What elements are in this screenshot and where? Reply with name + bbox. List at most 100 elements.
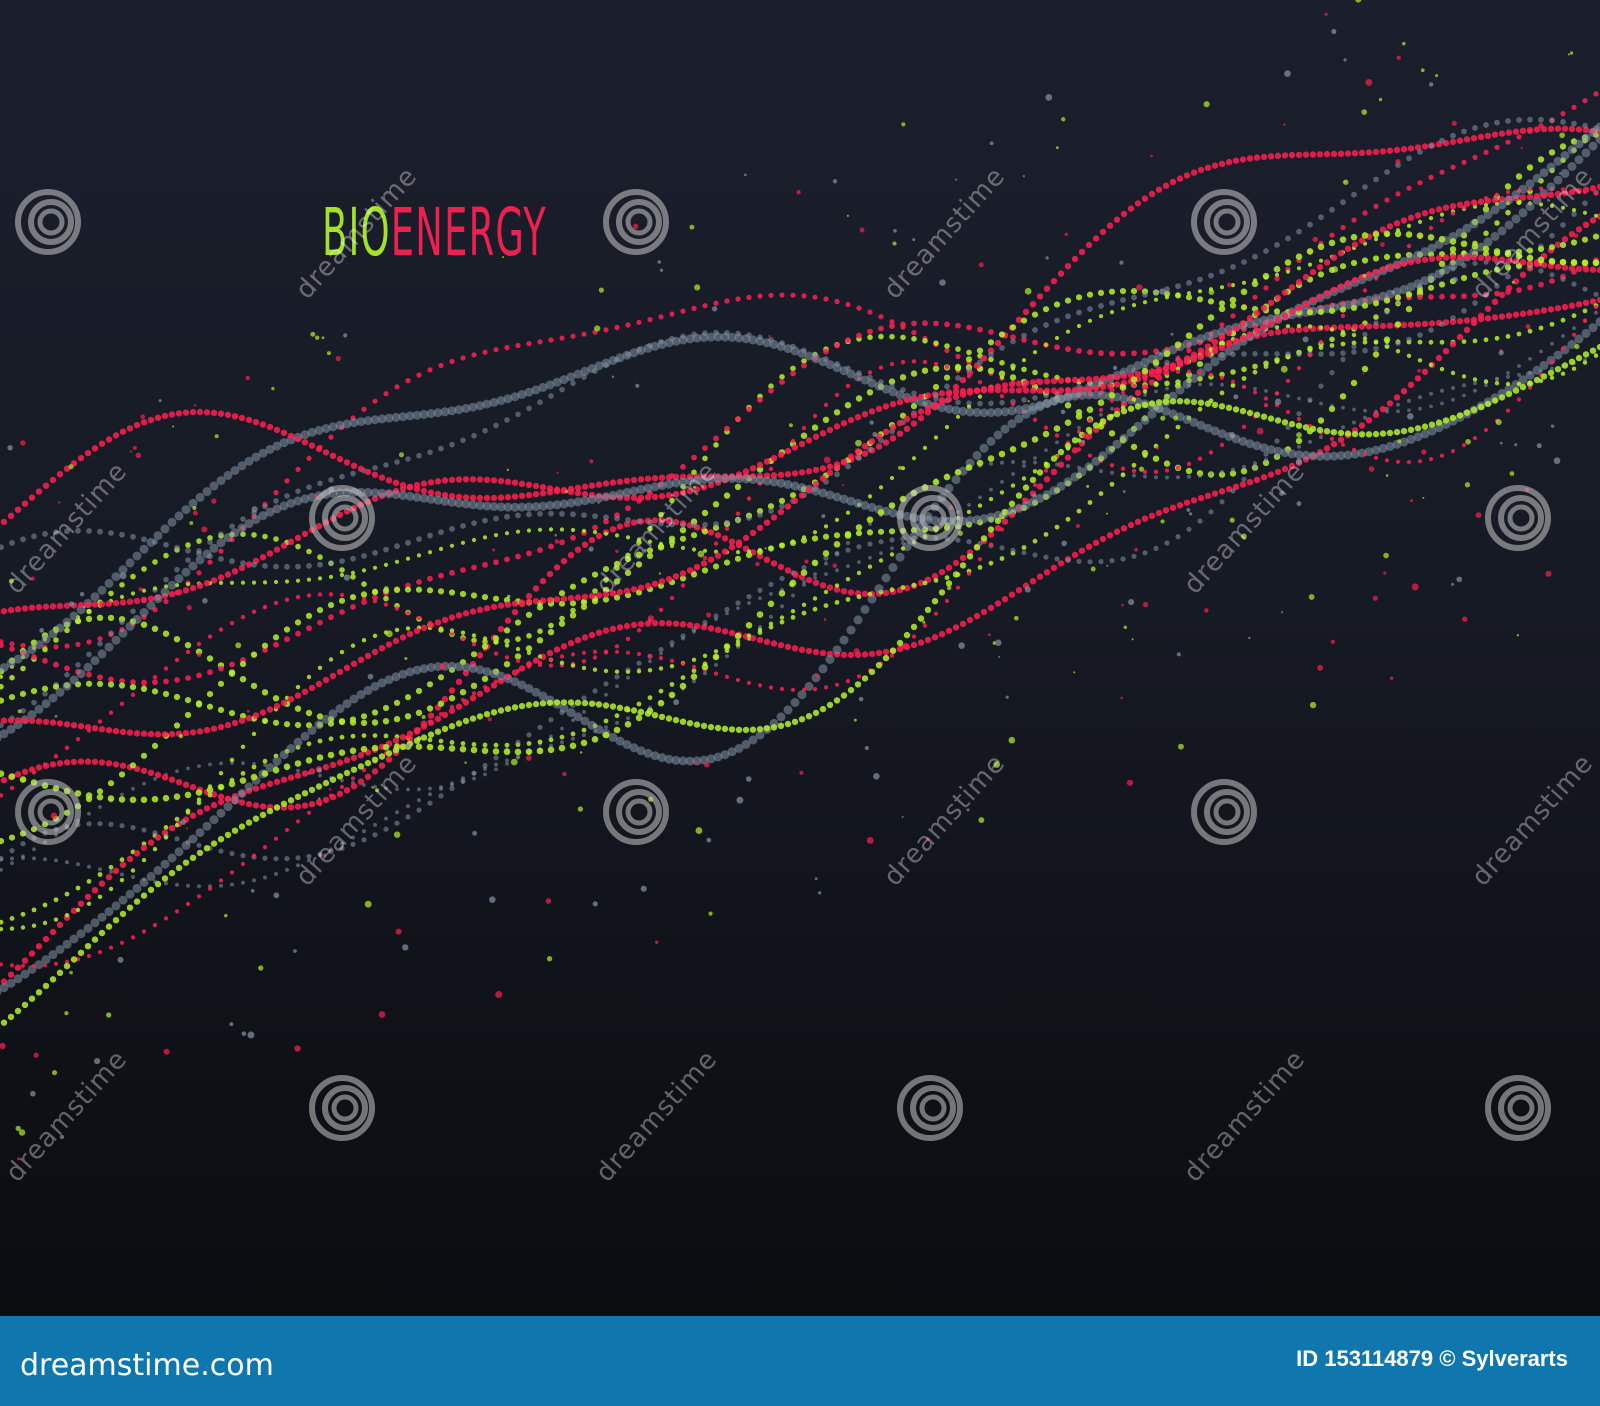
particle [1505,408,1511,413]
particle [979,443,989,453]
particle [734,483,742,491]
particle [857,560,861,564]
particle [1032,538,1038,544]
particle [763,519,771,526]
particle [1429,391,1433,396]
particle [1593,291,1599,297]
particle [1526,309,1534,316]
particle [1150,154,1153,158]
particle [1582,221,1590,228]
particle [482,399,492,409]
particle [548,622,554,629]
particle [140,419,148,426]
particle [258,448,268,458]
particle [7,445,13,451]
particle [0,1042,6,1050]
particle [691,668,697,674]
particle [415,709,423,716]
particle [1174,292,1182,299]
particle [437,674,445,681]
particle [646,547,654,554]
particle [1281,312,1289,319]
particle [933,340,939,347]
particle [967,503,971,507]
particle [196,728,204,735]
particle [735,677,741,683]
particle [107,780,115,787]
particle [1548,257,1556,265]
particle [241,1031,247,1036]
particle [197,764,201,768]
particle [819,430,827,437]
particle [1260,323,1268,331]
particle [406,743,410,748]
particle [125,558,135,568]
particle [570,607,576,614]
particle [126,855,134,863]
particle [1442,417,1450,424]
particle [832,645,842,655]
particle [1593,91,1599,97]
particle [77,758,85,765]
wave-strand [0,354,1598,889]
particle [372,550,378,556]
particle [1086,291,1094,298]
particle [538,691,548,701]
particle [1113,528,1121,535]
particle [97,950,103,955]
particle [548,657,554,662]
particle [1532,365,1542,375]
particle [35,718,43,725]
particle [1169,504,1177,511]
particle [361,596,367,601]
particle [482,517,488,524]
particle [588,592,596,600]
particle [1029,301,1037,308]
particle [273,563,279,570]
particle [856,674,862,679]
particle [1477,403,1485,411]
particle [58,501,61,504]
particle [1526,164,1534,171]
particle [537,654,543,659]
particle [0,729,9,739]
particle [987,339,995,346]
particle [1274,359,1280,364]
particle [211,498,217,504]
particle [691,454,697,461]
particle [1011,460,1015,464]
particle [1322,451,1332,461]
particle [294,803,302,810]
particle [1427,272,1437,282]
particle [1134,389,1142,397]
particle [714,552,722,559]
particle [321,424,331,433]
particle [636,669,642,674]
particle [867,328,873,335]
particle [1211,401,1219,409]
particle [671,755,681,765]
particle [152,675,158,680]
particle [252,815,260,822]
particle [558,590,566,597]
particle [1362,339,1368,345]
particle [615,736,625,746]
particle [800,432,808,439]
particle [1380,242,1385,247]
particle [1175,534,1181,540]
particle [1337,436,1345,443]
particle [262,758,268,764]
particle [1154,389,1158,394]
particle [251,532,257,538]
particle [1571,104,1577,110]
particle [861,443,869,450]
particle [784,471,792,478]
particle [1274,325,1280,330]
particle [1340,442,1346,447]
particle [574,489,582,497]
particle [1263,248,1269,254]
particle [497,494,505,501]
particle [105,436,113,443]
particle [427,532,433,539]
particle [468,663,478,673]
